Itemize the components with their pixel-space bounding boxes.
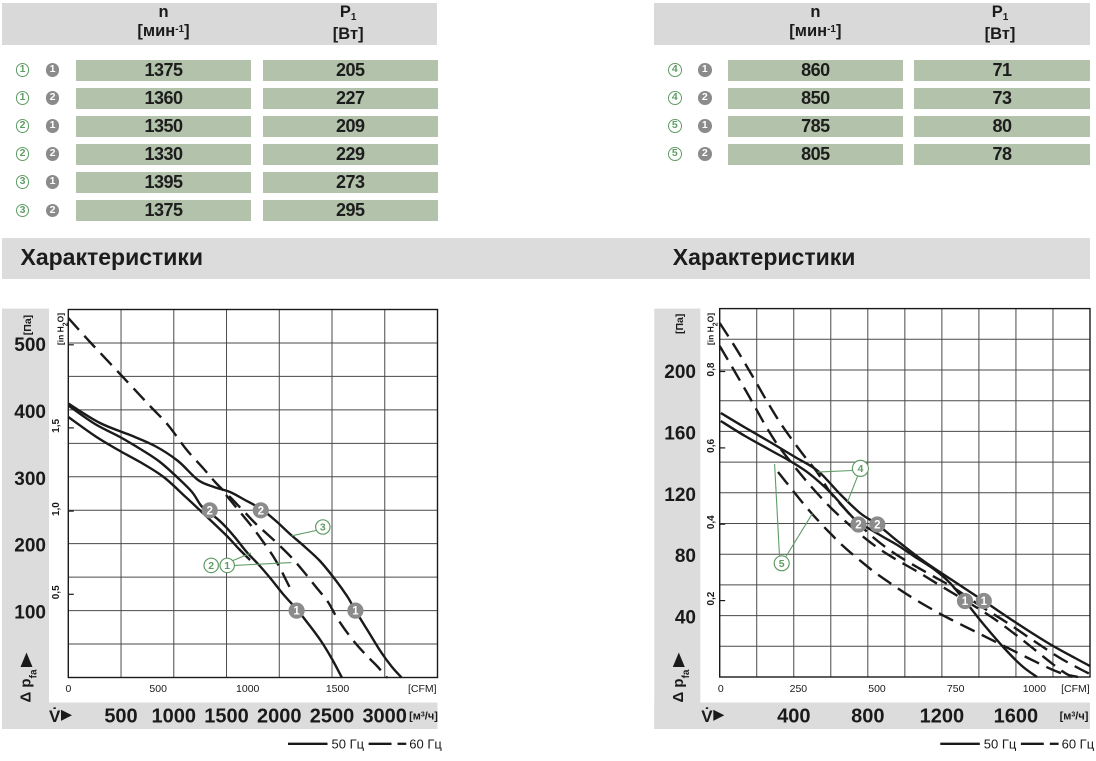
svg-text:1,5: 1,5 — [51, 419, 62, 433]
svg-text:3000: 3000 — [362, 706, 407, 728]
svg-text:0: 0 — [65, 683, 71, 695]
svg-text:2: 2 — [258, 505, 264, 517]
svg-text:60 Гц: 60 Гц — [409, 736, 442, 751]
svg-text:80: 80 — [675, 546, 696, 567]
svg-text:1: 1 — [293, 606, 300, 618]
svg-text:500: 500 — [149, 683, 167, 695]
svg-text:[м3/ч]: [м3/ч] — [409, 711, 438, 723]
svg-text:1: 1 — [962, 596, 969, 608]
svg-text:5: 5 — [779, 558, 785, 570]
svg-text:750: 750 — [947, 683, 965, 695]
svg-text:200: 200 — [14, 536, 46, 557]
svg-text:[CFM]: [CFM] — [408, 683, 437, 695]
svg-text:2: 2 — [855, 520, 861, 532]
svg-text:2000: 2000 — [257, 706, 302, 728]
svg-text:1500: 1500 — [204, 706, 249, 728]
svg-text:1: 1 — [224, 560, 230, 572]
svg-text:40: 40 — [675, 608, 696, 629]
svg-text:1: 1 — [981, 596, 988, 608]
svg-text:0,8: 0,8 — [706, 362, 717, 376]
svg-text:2: 2 — [208, 560, 214, 572]
svg-text:800: 800 — [851, 706, 884, 728]
svg-text:[in H2O]: [in H2O] — [56, 313, 70, 345]
svg-text:0,2: 0,2 — [706, 591, 717, 605]
svg-text:200: 200 — [664, 362, 696, 383]
svg-text:500: 500 — [14, 335, 46, 356]
svg-text:[in H2O]: [in H2O] — [706, 313, 720, 345]
svg-text:V̇: V̇ — [701, 707, 713, 726]
svg-text:50 Гц: 50 Гц — [984, 736, 1017, 751]
svg-text:500: 500 — [868, 683, 886, 695]
svg-text:1000: 1000 — [236, 683, 260, 695]
svg-text:0,4: 0,4 — [706, 515, 717, 529]
svg-text:V̇: V̇ — [49, 707, 61, 726]
svg-text:400: 400 — [14, 402, 46, 423]
svg-text:[м3/ч]: [м3/ч] — [1060, 711, 1089, 723]
svg-text:2: 2 — [874, 520, 880, 532]
svg-text:250: 250 — [790, 683, 808, 695]
svg-text:[CFM]: [CFM] — [1061, 683, 1090, 695]
svg-text:[Па]: [Па] — [674, 314, 686, 334]
svg-text:400: 400 — [777, 706, 810, 728]
svg-text:0,6: 0,6 — [706, 439, 717, 453]
svg-text:2500: 2500 — [310, 706, 355, 728]
svg-text:0: 0 — [718, 683, 724, 695]
svg-text:1,0: 1,0 — [51, 502, 62, 516]
svg-text:300: 300 — [14, 469, 46, 490]
svg-text:120: 120 — [664, 485, 696, 506]
svg-text:4: 4 — [857, 463, 863, 475]
svg-text:1000: 1000 — [152, 706, 197, 728]
svg-text:1000: 1000 — [1023, 683, 1047, 695]
svg-text:0,5: 0,5 — [51, 585, 62, 599]
svg-text:3: 3 — [320, 522, 326, 534]
svg-text:1: 1 — [352, 606, 359, 618]
svg-text:60 Гц: 60 Гц — [1062, 736, 1095, 751]
svg-text:1600: 1600 — [994, 706, 1039, 728]
svg-text:1500: 1500 — [326, 683, 350, 695]
svg-text:100: 100 — [14, 603, 46, 624]
svg-text:2: 2 — [206, 505, 212, 517]
svg-text:500: 500 — [104, 706, 137, 728]
svg-text:1200: 1200 — [920, 706, 965, 728]
svg-text:160: 160 — [664, 423, 696, 444]
svg-text:50 Гц: 50 Гц — [332, 736, 365, 751]
svg-text:[Па]: [Па] — [22, 315, 34, 335]
